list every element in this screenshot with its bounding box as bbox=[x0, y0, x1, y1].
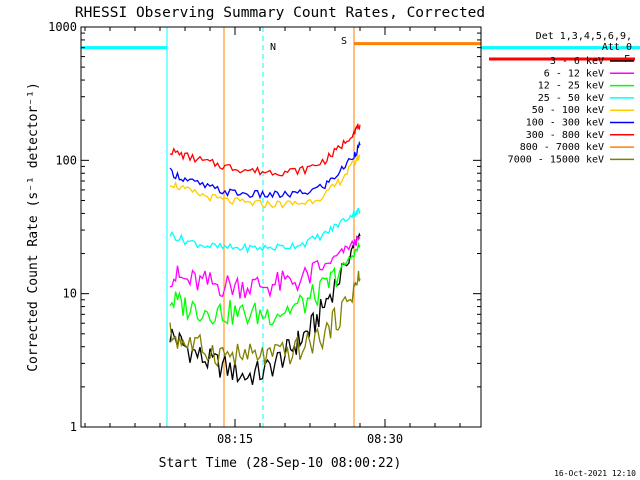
plot-frame bbox=[80, 26, 482, 428]
y-tick-label: 10 bbox=[63, 287, 77, 301]
y-tick-label: 100 bbox=[55, 153, 77, 167]
x-axis: 08:15 08:30 bbox=[84, 27, 461, 446]
legend-entry-label: 100 - 300 keV bbox=[526, 118, 604, 129]
x-tick-label: 08:30 bbox=[367, 432, 403, 446]
legend-entry-label: 7000 - 15000 keV bbox=[508, 154, 604, 165]
series-line bbox=[169, 123, 361, 177]
y-axis: 1 10 100 1000 bbox=[48, 20, 481, 434]
plot-area: NSF bbox=[81, 27, 640, 427]
series-line bbox=[169, 235, 361, 299]
y-axis-label: Corrected Count Rate (s⁻¹ detector⁻¹) bbox=[26, 82, 41, 372]
annotation-label: S bbox=[341, 36, 347, 47]
legend-entry-label: 800 - 7000 keV bbox=[520, 142, 604, 153]
series-line bbox=[169, 241, 361, 326]
legend-entry-label: 50 - 100 keV bbox=[532, 105, 604, 116]
legend-header: Att 0 bbox=[602, 42, 632, 53]
x-tick-label: 08:15 bbox=[217, 432, 253, 446]
legend-header: Det 1,3,4,5,6,9, bbox=[536, 31, 632, 42]
y-tick-label: 1 bbox=[70, 420, 77, 434]
annotation-label: N bbox=[270, 42, 276, 53]
series-line bbox=[169, 154, 361, 209]
series-line bbox=[169, 207, 361, 254]
legend-entry-label: 12 - 25 keV bbox=[538, 81, 604, 92]
legend-entry-label: 6 - 12 keV bbox=[544, 68, 604, 79]
y-tick-label: 1000 bbox=[48, 20, 77, 34]
legend-entry-label: 3 - 6 keV bbox=[550, 56, 604, 67]
series-line bbox=[169, 140, 361, 200]
legend-entry-label: 300 - 800 keV bbox=[526, 130, 604, 141]
legend-entry-label: 25 - 50 keV bbox=[538, 93, 604, 104]
x-axis-label: Start Time (28-Sep-10 08:00:22) bbox=[159, 456, 402, 471]
series-line bbox=[169, 270, 361, 368]
chart-title: RHESSI Observing Summary Count Rates, Co… bbox=[75, 5, 485, 21]
footer-timestamp: 16-Oct-2021 12:10 bbox=[554, 469, 636, 478]
